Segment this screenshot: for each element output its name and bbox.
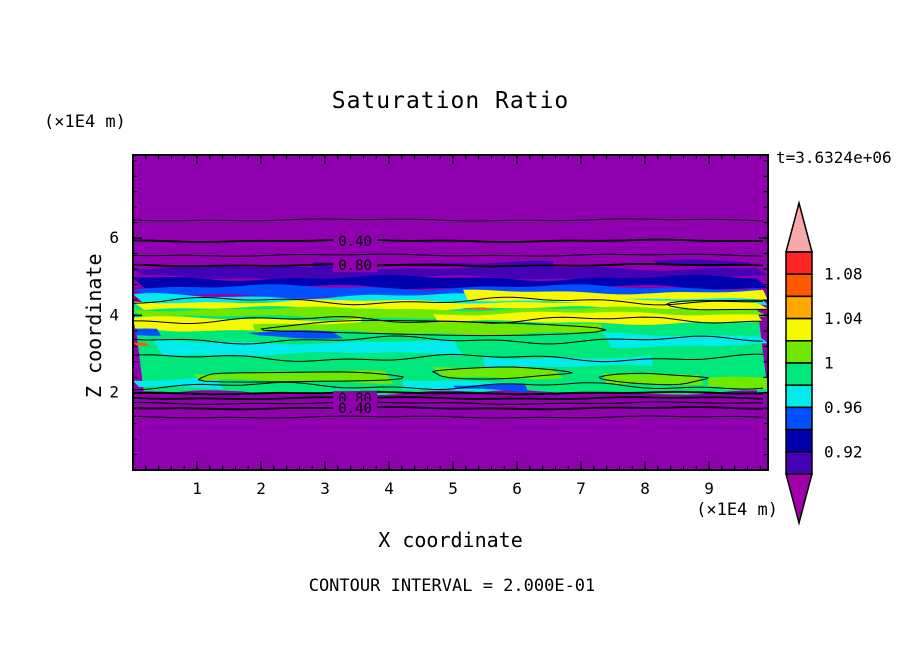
x-axis-unit-label: (×1E4 m) bbox=[696, 500, 778, 520]
contour-line-wiggly bbox=[133, 296, 764, 306]
contour-label-gap bbox=[333, 258, 378, 273]
x-tick-label: 9 bbox=[704, 479, 714, 498]
contour-label: 0.80 bbox=[338, 258, 372, 274]
contour-blob bbox=[260, 320, 607, 337]
x-tick-label: 8 bbox=[640, 479, 650, 498]
colorbar-box-red bbox=[785, 251, 813, 275]
page-title: Saturation Ratio bbox=[331, 88, 570, 114]
colorbar-box-navy bbox=[785, 428, 813, 453]
contour-blob bbox=[197, 371, 405, 383]
colorbar-box-green bbox=[785, 362, 813, 386]
plot-area: 0.400.800.800.40 bbox=[133, 155, 768, 470]
z-tick-label: 4 bbox=[109, 305, 119, 324]
colorbar-box-blue bbox=[785, 406, 813, 431]
colorbar-arrow-down bbox=[785, 473, 813, 526]
plot-frame bbox=[132, 154, 769, 471]
colorbar-box-yellow bbox=[785, 317, 813, 342]
contour-line-0.6 bbox=[133, 253, 764, 257]
field-streak-cyan bbox=[483, 355, 653, 370]
z-tick-label: 2 bbox=[109, 383, 119, 402]
colorbar-box-orangered bbox=[785, 273, 813, 298]
field-band-purple bbox=[133, 390, 768, 470]
x-tick-label: 6 bbox=[512, 479, 522, 498]
colorbar-box-cyan bbox=[785, 384, 813, 409]
field-streak-chartreuse bbox=[708, 376, 768, 389]
contour-blob bbox=[665, 299, 768, 311]
x-axis-title: X coordinate bbox=[378, 528, 523, 552]
field-streak-chartreuse bbox=[253, 320, 603, 336]
contour-line-0.4 bbox=[133, 238, 763, 243]
field-streak-chartreuse bbox=[603, 373, 703, 386]
contour-blob bbox=[598, 372, 710, 386]
x-tick-label: 7 bbox=[576, 479, 586, 498]
z-tick-label: 6 bbox=[109, 228, 119, 247]
contour-label: 0.40 bbox=[338, 401, 372, 417]
contour-line-0.8 bbox=[133, 396, 764, 400]
contour-line-wiggly bbox=[133, 381, 764, 391]
contour-line-wiggly bbox=[133, 335, 764, 345]
contour-line-0.2 bbox=[133, 218, 764, 222]
z-axis-title: Z coordinate bbox=[82, 253, 106, 399]
contour-line-0.2 bbox=[133, 415, 764, 419]
colorbar-box-indigo bbox=[785, 451, 813, 475]
colorbar-label: 1.04 bbox=[824, 309, 863, 328]
contour-line-0.6 bbox=[133, 401, 764, 405]
field-band-purple bbox=[133, 155, 768, 271]
colorbar-label: 1 bbox=[824, 354, 834, 373]
contour-line-wiggly bbox=[133, 353, 763, 363]
contour-label-gap bbox=[333, 233, 378, 248]
contour-line-0.8 bbox=[133, 263, 764, 268]
colorbar-arrow-up bbox=[785, 200, 813, 253]
time-annotation: t=3.6324e+06 bbox=[776, 148, 892, 167]
colorbar-box-chartreuse bbox=[785, 340, 813, 364]
colorbar-box-orange bbox=[785, 295, 813, 320]
colorbar: 1.08 1.04 1 0.96 0.92 bbox=[785, 200, 863, 526]
x-tick-label: 5 bbox=[448, 479, 458, 498]
field-streak-chartreuse bbox=[193, 370, 393, 384]
x-tick-label: 4 bbox=[384, 479, 394, 498]
contour-line-0.4 bbox=[133, 406, 764, 411]
colorbar-label: 1.08 bbox=[824, 265, 863, 284]
z-axis-unit-label: (×1E4 m) bbox=[44, 112, 126, 132]
field-streak-blue bbox=[453, 383, 528, 392]
x-tick-label: 2 bbox=[256, 479, 266, 498]
field-streak-cyan bbox=[603, 332, 768, 348]
field-streak-orangered bbox=[133, 342, 149, 346]
contour-label: 0.40 bbox=[338, 234, 372, 250]
contour-interval-note: CONTOUR INTERVAL = 2.000E-01 bbox=[308, 576, 596, 596]
field-streak-yellow bbox=[133, 299, 768, 311]
x-tick-label: 1 bbox=[192, 479, 202, 498]
x-tick-label: 3 bbox=[320, 479, 330, 498]
contour-blob bbox=[431, 366, 574, 380]
field-streak-blue bbox=[133, 328, 161, 336]
field-streak-orangered bbox=[460, 307, 495, 310]
contour-line-0.9 bbox=[133, 390, 764, 396]
colorbar-label: 0.92 bbox=[824, 442, 863, 461]
contour-label-gap bbox=[333, 401, 378, 416]
field-band-indigo bbox=[133, 264, 768, 281]
colorbar-label: 0.96 bbox=[824, 398, 863, 417]
